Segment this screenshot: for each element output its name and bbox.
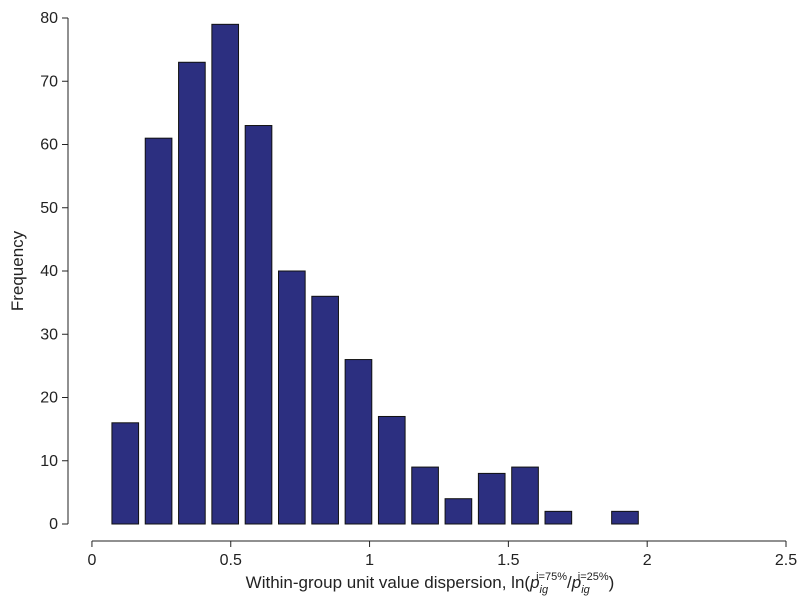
y-axis-label: Frequency [8, 230, 27, 311]
x-axis-label-part: ) [609, 573, 615, 592]
y-tick-label: 70 [40, 73, 58, 90]
bar [377, 415, 406, 525]
x-axis-label-part: p [529, 573, 539, 592]
x-tick-label: 2.5 [775, 552, 797, 569]
bar [344, 359, 373, 525]
x-axis-label: Within-group unit value dispersion, ln(p… [246, 571, 615, 596]
y-tick-label: 30 [40, 326, 58, 343]
y-tick-label: 10 [40, 453, 58, 470]
bar [244, 125, 273, 525]
bar [611, 510, 639, 525]
y-tick-label: 40 [40, 263, 58, 280]
bar [211, 23, 240, 525]
bar [444, 498, 473, 525]
bar [178, 61, 206, 525]
bar [511, 466, 539, 525]
y-tick-label: 0 [49, 516, 58, 533]
x-tick-label: 1.5 [497, 552, 519, 569]
x-tick-label: 0 [87, 552, 96, 569]
bar [111, 422, 140, 525]
bar [544, 510, 573, 525]
x-axis-label-part: ig [540, 584, 549, 596]
x-axis-label-part: ig [581, 584, 590, 596]
y-tick-label: 20 [40, 390, 58, 407]
y-tick-label: 50 [40, 200, 58, 217]
x-axis-label-part: i=75% [536, 571, 567, 583]
bar [311, 295, 339, 525]
x-tick-label: 1 [365, 552, 374, 569]
bar [411, 466, 439, 525]
bar [278, 270, 306, 525]
bar [477, 472, 506, 525]
y-tick-label: 60 [40, 137, 58, 154]
x-tick-label: 0.5 [220, 552, 242, 569]
x-tick-label: 2 [643, 552, 652, 569]
x-axis-label-part: / [567, 573, 572, 592]
x-axis-label-part: i=25% [578, 571, 609, 583]
y-tick-label: 80 [40, 10, 58, 27]
bar [144, 137, 173, 525]
x-axis-label-part: Within-group unit value dispersion, ln( [246, 573, 531, 592]
x-axis-label-part: p [571, 573, 581, 592]
